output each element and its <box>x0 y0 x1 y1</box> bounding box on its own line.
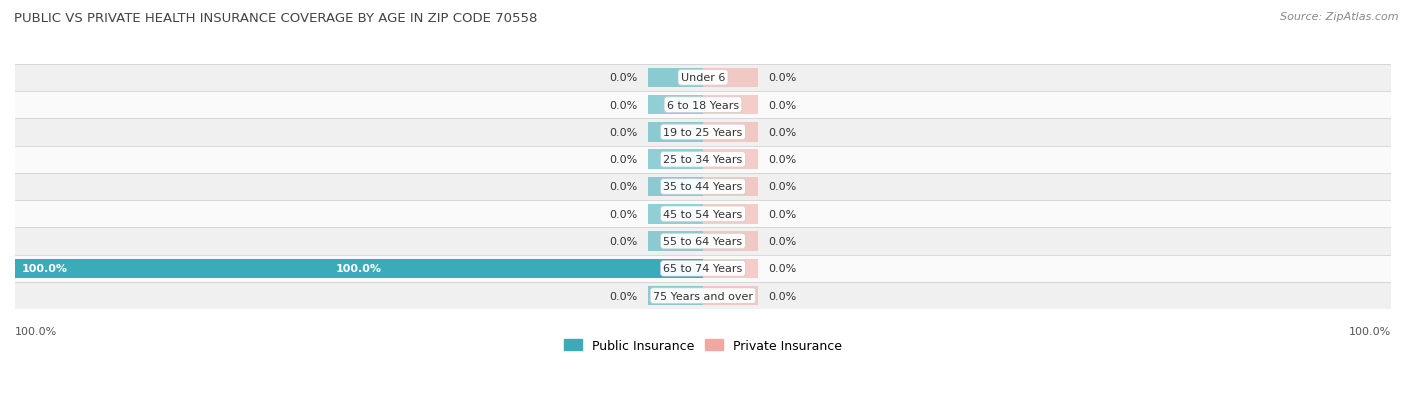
Text: Under 6: Under 6 <box>681 73 725 83</box>
Text: 100.0%: 100.0% <box>15 326 58 336</box>
Bar <box>703 259 758 278</box>
Bar <box>648 68 703 88</box>
Text: 0.0%: 0.0% <box>609 100 638 110</box>
Text: 100.0%: 100.0% <box>336 264 382 274</box>
Bar <box>648 95 703 115</box>
Bar <box>15 64 1391 92</box>
Bar <box>703 68 758 88</box>
Text: 0.0%: 0.0% <box>768 237 797 247</box>
Bar <box>15 255 1391 282</box>
Text: 75 Years and over: 75 Years and over <box>652 291 754 301</box>
Bar <box>703 204 758 224</box>
Text: 35 to 44 Years: 35 to 44 Years <box>664 182 742 192</box>
Legend: Public Insurance, Private Insurance: Public Insurance, Private Insurance <box>558 334 848 357</box>
Bar <box>15 92 1391 119</box>
Text: 0.0%: 0.0% <box>609 73 638 83</box>
Text: 100.0%: 100.0% <box>1348 326 1391 336</box>
Text: 0.0%: 0.0% <box>609 155 638 165</box>
Text: 0.0%: 0.0% <box>609 209 638 219</box>
Bar <box>15 259 703 278</box>
Bar <box>15 201 1391 228</box>
Bar <box>648 204 703 224</box>
Bar <box>703 232 758 251</box>
Bar <box>703 123 758 142</box>
Text: 100.0%: 100.0% <box>22 264 67 274</box>
Text: 25 to 34 Years: 25 to 34 Years <box>664 155 742 165</box>
Text: 65 to 74 Years: 65 to 74 Years <box>664 264 742 274</box>
Bar <box>15 173 1391 201</box>
Text: 0.0%: 0.0% <box>768 291 797 301</box>
Text: 0.0%: 0.0% <box>609 182 638 192</box>
Text: 45 to 54 Years: 45 to 54 Years <box>664 209 742 219</box>
Text: 0.0%: 0.0% <box>609 237 638 247</box>
Bar <box>703 150 758 170</box>
Text: PUBLIC VS PRIVATE HEALTH INSURANCE COVERAGE BY AGE IN ZIP CODE 70558: PUBLIC VS PRIVATE HEALTH INSURANCE COVER… <box>14 12 537 25</box>
Bar <box>648 123 703 142</box>
Bar <box>648 232 703 251</box>
Text: 55 to 64 Years: 55 to 64 Years <box>664 237 742 247</box>
Text: 0.0%: 0.0% <box>768 209 797 219</box>
Text: 0.0%: 0.0% <box>768 128 797 138</box>
Text: 0.0%: 0.0% <box>768 155 797 165</box>
Text: Source: ZipAtlas.com: Source: ZipAtlas.com <box>1281 12 1399 22</box>
Bar <box>648 177 703 197</box>
Bar <box>15 282 1391 309</box>
Bar <box>15 119 1391 146</box>
Text: 0.0%: 0.0% <box>768 73 797 83</box>
Bar <box>703 177 758 197</box>
Bar <box>703 286 758 306</box>
Text: 0.0%: 0.0% <box>609 291 638 301</box>
Text: 6 to 18 Years: 6 to 18 Years <box>666 100 740 110</box>
Text: 0.0%: 0.0% <box>768 264 797 274</box>
Text: 0.0%: 0.0% <box>768 100 797 110</box>
Bar <box>648 286 703 306</box>
Text: 0.0%: 0.0% <box>768 182 797 192</box>
Bar <box>15 228 1391 255</box>
Bar <box>648 150 703 170</box>
Text: 0.0%: 0.0% <box>609 128 638 138</box>
Bar <box>15 146 1391 173</box>
Bar <box>703 95 758 115</box>
Text: 19 to 25 Years: 19 to 25 Years <box>664 128 742 138</box>
